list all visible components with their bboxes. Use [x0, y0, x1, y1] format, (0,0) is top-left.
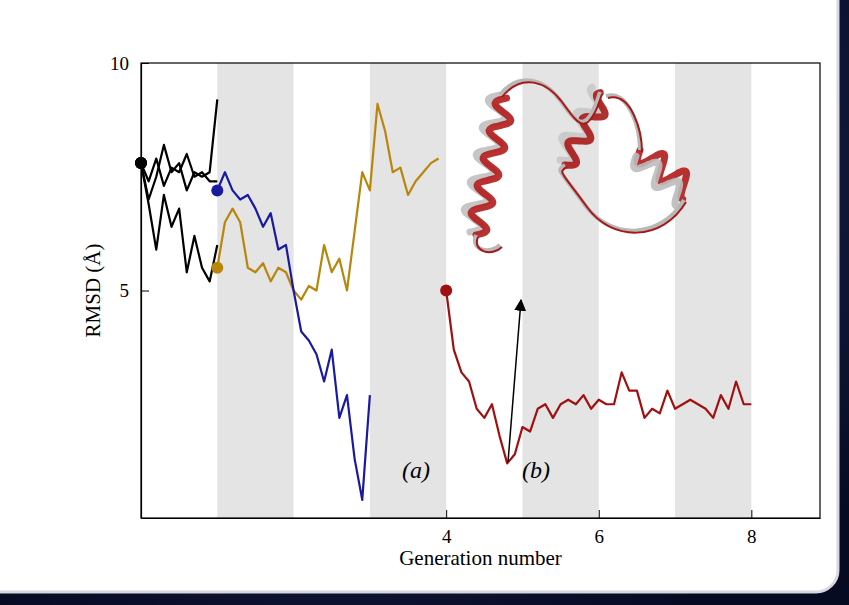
series-line [141, 154, 217, 186]
series-line [141, 99, 217, 199]
lines [141, 99, 751, 499]
protein-helix [471, 98, 511, 235]
tick-label: 4 [442, 526, 452, 547]
protein-loop [477, 237, 502, 252]
arrow [508, 300, 521, 462]
chart: 4 6 8 5 10 Generation number RMSD (Å) (a) (b) [0, 0, 849, 605]
tick-mark [751, 510, 752, 518]
start-marker [211, 262, 223, 274]
series-line [446, 291, 751, 464]
tick-mark [599, 510, 600, 518]
generation-band [370, 63, 446, 518]
protein-loop [502, 82, 602, 124]
panel-annotation: (b) [522, 457, 550, 483]
x-axis-title: Generation number [399, 546, 562, 570]
protein-loop [560, 165, 684, 231]
start-marker [211, 184, 223, 196]
x-tick: 4 [442, 510, 452, 547]
x-axis: 4 6 8 [142, 510, 821, 547]
markers [135, 157, 452, 296]
protein-loop [606, 95, 640, 150]
tick-label: 6 [595, 526, 605, 547]
protein-loop [608, 97, 642, 152]
tick-label: 5 [120, 280, 130, 301]
y-tick: 5 [120, 280, 150, 301]
series-line [141, 163, 217, 281]
tick-mark [141, 291, 149, 292]
generation-band [217, 63, 293, 518]
figure-panel [0, 0, 838, 592]
generation-band [675, 63, 751, 518]
y-axis: 5 10 [110, 53, 149, 519]
panel-annotation: (a) [402, 457, 430, 483]
start-marker [440, 285, 452, 297]
tick-mark [446, 510, 447, 518]
protein-inset [464, 80, 686, 252]
tick-label: 10 [110, 53, 129, 74]
x-tick: 6 [595, 510, 605, 547]
tick-label: 8 [747, 526, 757, 547]
plot-frame [141, 63, 820, 518]
bands [217, 63, 751, 518]
protein-helix [634, 156, 680, 207]
protein-loop [562, 167, 686, 233]
y-axis-title: RMSD (Å) [81, 244, 105, 338]
series-line [217, 172, 370, 500]
x-tick: 8 [747, 510, 757, 547]
